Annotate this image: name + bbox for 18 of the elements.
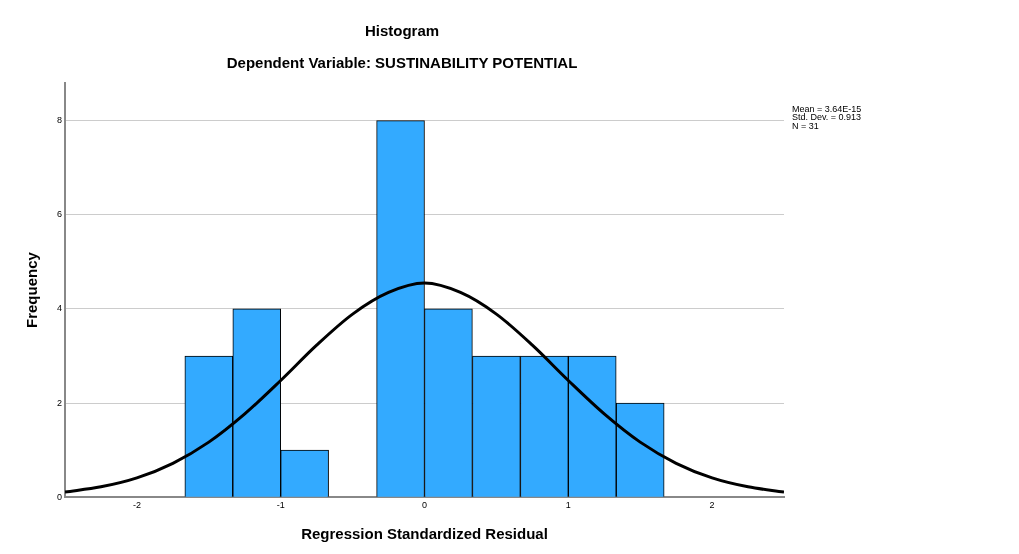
text: Std. Dev. = 0.913: [792, 112, 862, 123]
line-series: [65, 281, 784, 494]
text: Mean = 3.64E-15: [792, 103, 862, 114]
x-tick-label: -1: [276, 500, 285, 511]
y-tick-label: 8: [56, 115, 63, 126]
y-tick-label: 4: [56, 303, 63, 314]
y-axis-title: Frequency: [23, 251, 41, 329]
x-tick-label: 0: [421, 500, 428, 511]
y-tick-label: 2: [56, 397, 63, 408]
chart-subtitle: Dependent Variable: SUSTINABILITY POTENTIAL: [226, 54, 578, 72]
x-axis-title: Regression Standardized Residual: [301, 525, 548, 543]
y-tick-label: 6: [56, 209, 63, 220]
y-tick-label: 0: [56, 491, 63, 502]
x-tick-label: 1: [565, 500, 571, 511]
chart-title: Histogram: [364, 22, 440, 40]
x-tick-label: -2: [132, 500, 141, 511]
x-tick-label: 2: [709, 500, 715, 511]
text: N = 31: [792, 120, 819, 131]
